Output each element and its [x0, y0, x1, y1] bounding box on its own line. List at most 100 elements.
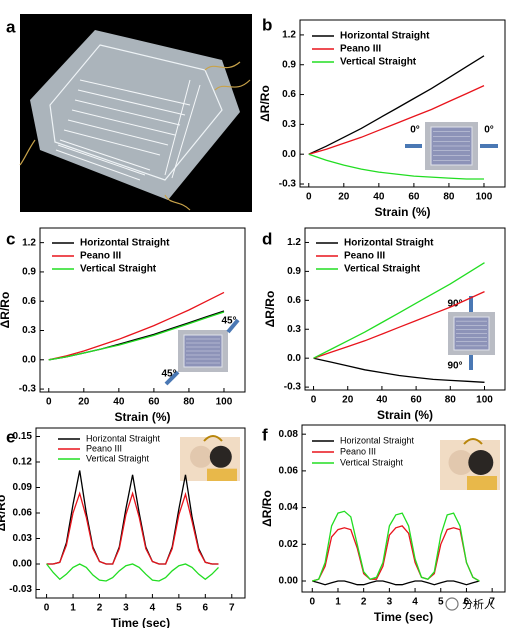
y-tick-label: 1.2	[282, 30, 296, 41]
panel-label: c	[6, 229, 15, 248]
plot-frame	[39, 227, 246, 393]
legend-label: Horizontal Straight	[340, 31, 430, 42]
legend-label: Vertical Straight	[80, 264, 157, 275]
x-tick-label: 60	[148, 397, 160, 408]
legend-label: Vertical Straight	[340, 57, 417, 68]
y-tick-label: 0.6	[282, 89, 296, 100]
legend-label: Vertical Straight	[340, 457, 404, 467]
y-tick-label: 0.06	[279, 466, 299, 477]
y-tick-label: 0.00	[279, 576, 299, 587]
y-tick-label: 1.2	[287, 237, 301, 248]
panel-label: b	[262, 15, 272, 34]
x-tick-label: 6	[464, 597, 470, 608]
watermark: 分析人	[445, 597, 495, 611]
panel-label: a	[6, 17, 16, 36]
annotation: 90°	[447, 299, 462, 310]
x-tick-label: 1	[335, 597, 341, 608]
y-tick-label: 0.3	[287, 324, 301, 335]
x-tick-label: 7	[229, 603, 235, 614]
x-tick-label: 20	[338, 192, 350, 203]
data-line	[46, 491, 219, 565]
data-line	[46, 470, 219, 565]
y-tick-label: -0.3	[284, 382, 302, 393]
inset-arrow	[463, 438, 483, 445]
legend-label: Peano III	[344, 251, 385, 262]
legend-label: Vertical Straight	[86, 453, 150, 463]
data-line	[312, 510, 480, 582]
x-axis-title: Time (sec)	[374, 610, 433, 624]
x-tick-label: 1	[70, 603, 76, 614]
plot-frame	[299, 19, 506, 188]
y-tick-label: 0.6	[22, 296, 36, 307]
y-tick-label: 0.0	[22, 354, 36, 365]
y-tick-label: 0.04	[279, 502, 299, 513]
x-tick-label: 80	[183, 397, 195, 408]
data-line	[313, 262, 485, 359]
annotation: 0°	[410, 125, 420, 136]
x-tick-label: 100	[476, 192, 493, 203]
x-axis-title: Strain (%)	[374, 205, 430, 219]
x-tick-label: 100	[476, 395, 493, 406]
y-tick-label: 1.2	[22, 237, 36, 248]
x-tick-label: 5	[176, 603, 182, 614]
y-tick-label: 0.12	[13, 457, 33, 468]
x-tick-label: 60	[408, 192, 420, 203]
data-line	[312, 580, 480, 586]
y-tick-label: 0.02	[279, 539, 299, 550]
annotation: 0°	[484, 125, 494, 136]
legend-label: Peano III	[86, 443, 122, 453]
inset-head	[468, 450, 494, 475]
data-line	[48, 291, 225, 361]
panel-label: d	[262, 229, 272, 248]
y-tick-label: 0.9	[287, 266, 301, 277]
y-tick-label: -0.3	[19, 384, 37, 395]
y-axis-title: ΔR/Ro	[0, 495, 8, 532]
y-tick-label: 0.6	[287, 295, 301, 306]
data-line	[46, 563, 219, 582]
x-tick-label: 80	[443, 192, 455, 203]
y-tick-label: 0.3	[282, 119, 296, 130]
panel-label: e	[6, 427, 15, 446]
y-axis-title: ΔR/Ro	[0, 292, 12, 329]
x-tick-label: 7	[489, 597, 495, 608]
inset-head	[448, 450, 474, 475]
y-tick-label: 0.0	[287, 353, 301, 364]
x-tick-label: 40	[373, 192, 385, 203]
x-tick-label: 80	[445, 395, 457, 406]
x-tick-label: 4	[412, 597, 418, 608]
legend-label: Peano III	[340, 446, 376, 456]
watermark-text: 分析人	[462, 597, 495, 611]
legend-label: Horizontal Straight	[80, 238, 170, 249]
y-tick-label: 0.9	[282, 59, 296, 70]
y-tick-label: 0.15	[13, 431, 33, 442]
data-line	[308, 153, 484, 180]
y-axis-title: ΔR/Ro	[263, 291, 277, 328]
inset-head	[209, 445, 232, 468]
y-tick-label: 0.03	[13, 533, 33, 544]
x-tick-label: 3	[123, 603, 129, 614]
y-tick-label: 0.09	[13, 482, 33, 493]
legend-label: Peano III	[80, 251, 121, 262]
x-tick-label: 2	[97, 603, 103, 614]
annotation: 45°	[161, 369, 176, 380]
x-tick-label: 5	[438, 597, 444, 608]
photo	[19, 14, 252, 212]
y-tick-label: 0.3	[22, 325, 36, 336]
data-line	[313, 357, 485, 383]
inset-arrow	[226, 318, 240, 334]
legend-label: Peano III	[340, 44, 381, 55]
y-axis-title: ΔR/Ro	[258, 85, 272, 122]
inset-body	[207, 468, 237, 481]
y-tick-label: 0.9	[22, 267, 36, 278]
panel-label: f	[262, 425, 268, 444]
x-tick-label: 0	[44, 603, 50, 614]
annotation: 90°	[447, 361, 462, 372]
x-tick-label: 20	[78, 397, 90, 408]
data-line	[48, 311, 225, 361]
data-line	[313, 291, 485, 359]
x-tick-label: 0	[309, 597, 315, 608]
x-tick-label: 0	[306, 192, 312, 203]
plot-frame	[301, 424, 506, 593]
x-tick-label: 3	[387, 597, 393, 608]
